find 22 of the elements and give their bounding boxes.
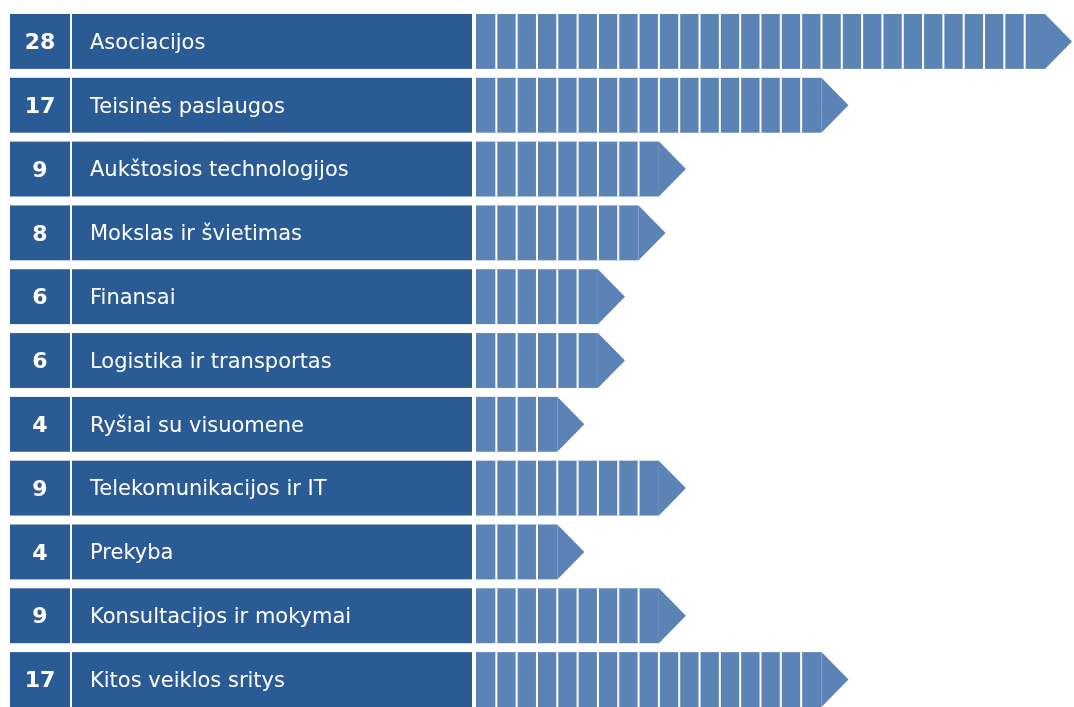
y-tick-label: Logistika ir transportas <box>90 348 332 373</box>
data-label: 6 <box>32 284 48 310</box>
y-tick-label: Finansai <box>90 285 176 310</box>
y-tick-label: Ryšiai su visuomene <box>90 412 304 437</box>
data-label: 28 <box>24 29 56 55</box>
y-tick-label: Teisinės paslaugos <box>89 93 285 118</box>
y-tick-label: Asociacijos <box>90 29 206 54</box>
data-label: 9 <box>32 156 48 182</box>
data-label: 17 <box>24 92 56 118</box>
data-label: 6 <box>32 348 48 374</box>
data-label: 9 <box>32 475 48 501</box>
data-label: 9 <box>32 603 48 629</box>
data-label: 4 <box>32 539 48 565</box>
data-label: 8 <box>32 220 48 246</box>
data-label: 4 <box>32 412 48 438</box>
y-tick-label: Kitos veiklos sritys <box>90 667 285 692</box>
y-tick-label: Prekyba <box>90 540 174 565</box>
y-tick-label: Telekomunikacijos ir IT <box>89 476 327 501</box>
y-tick-label: Aukštosios technologijos <box>90 157 349 182</box>
y-tick-label: Konsultacijos ir mokymai <box>90 604 352 629</box>
y-tick-label: Mokslas ir švietimas <box>90 221 302 246</box>
data-label: 17 <box>24 667 56 693</box>
